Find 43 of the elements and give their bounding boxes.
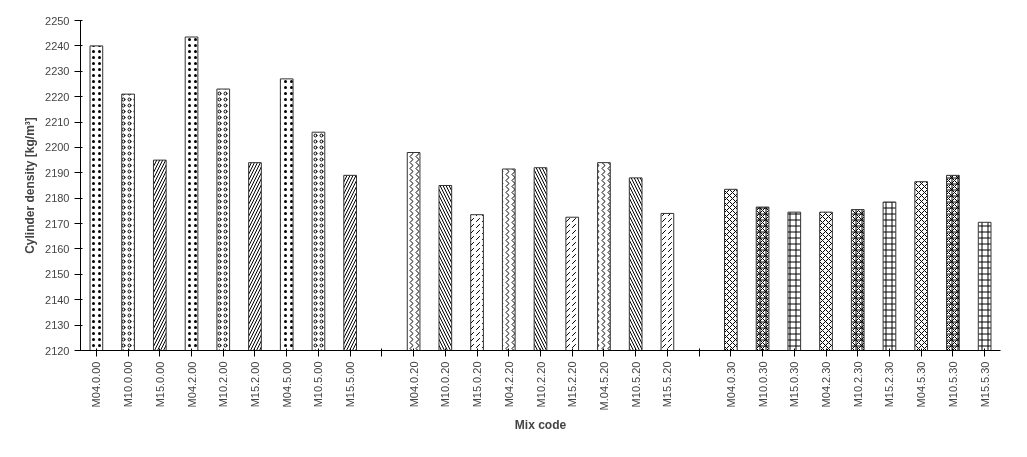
x-tick-label: M15.2.20 xyxy=(566,361,579,408)
x-tick-label: M04.5.30 xyxy=(915,361,928,408)
y-tick-label: 2250 xyxy=(45,14,70,27)
x-tick-label: M15.5.00 xyxy=(344,361,357,408)
x-tick-label: M.04.5.20 xyxy=(597,361,610,411)
y-tick-label: 2180 xyxy=(45,192,70,205)
y-tick-label: 2230 xyxy=(45,65,70,78)
x-tick-label: M15.2.00 xyxy=(248,361,261,408)
x-tick-label: M10.5.20 xyxy=(629,361,642,408)
y-tick-label: 2130 xyxy=(45,319,70,332)
y-tick-label: 2220 xyxy=(45,90,70,103)
y-tick-label: 2240 xyxy=(45,39,70,52)
x-tick-label: M04.2.00 xyxy=(185,361,198,408)
y-axis-title: Cylinder density [kg/m³] xyxy=(23,117,38,254)
x-tick-label: M10.2.20 xyxy=(534,361,547,408)
y-tick-label: 2190 xyxy=(45,166,70,179)
x-tick-label: M04.5.00 xyxy=(280,361,293,408)
x-tick-label: M04.0.20 xyxy=(407,361,420,408)
x-tick-label: M10.0.20 xyxy=(439,361,452,408)
x-tick-label: M04.0.00 xyxy=(90,361,103,408)
x-tick-label: M10.0.30 xyxy=(756,361,769,408)
x-tick-label: M15.5.20 xyxy=(661,361,674,408)
x-tick-label: M04.2.20 xyxy=(502,361,515,408)
x-tick-label: M10.2.00 xyxy=(217,361,230,408)
y-tick-label: 2160 xyxy=(45,242,70,255)
x-axis-title: Mix code xyxy=(514,418,567,433)
x-tick-label: M04.0.30 xyxy=(724,361,737,408)
y-tick-label: 2140 xyxy=(45,293,70,306)
y-tick-label: 2210 xyxy=(45,116,70,129)
x-tick-label: M15.0.00 xyxy=(153,361,166,408)
x-tick-label: M10.0.00 xyxy=(122,361,135,408)
x-tick-label: M10.5.30 xyxy=(946,361,959,408)
x-tick-label: M15.5.30 xyxy=(978,361,991,408)
x-tick-label: M15.0.30 xyxy=(788,361,801,408)
x-tick-label: M10.5.00 xyxy=(312,361,325,408)
y-tick-label: 2200 xyxy=(45,141,70,154)
x-tick-label: M15.0.20 xyxy=(471,361,484,408)
x-tick-label: M10.2.30 xyxy=(851,361,864,408)
y-tick-label: 2120 xyxy=(45,344,70,357)
x-tick-label: M04.2.30 xyxy=(820,361,833,408)
x-tick-label: M15.2.30 xyxy=(883,361,896,408)
y-tick-label: 2170 xyxy=(45,217,70,230)
y-tick-label: 2150 xyxy=(45,268,70,281)
